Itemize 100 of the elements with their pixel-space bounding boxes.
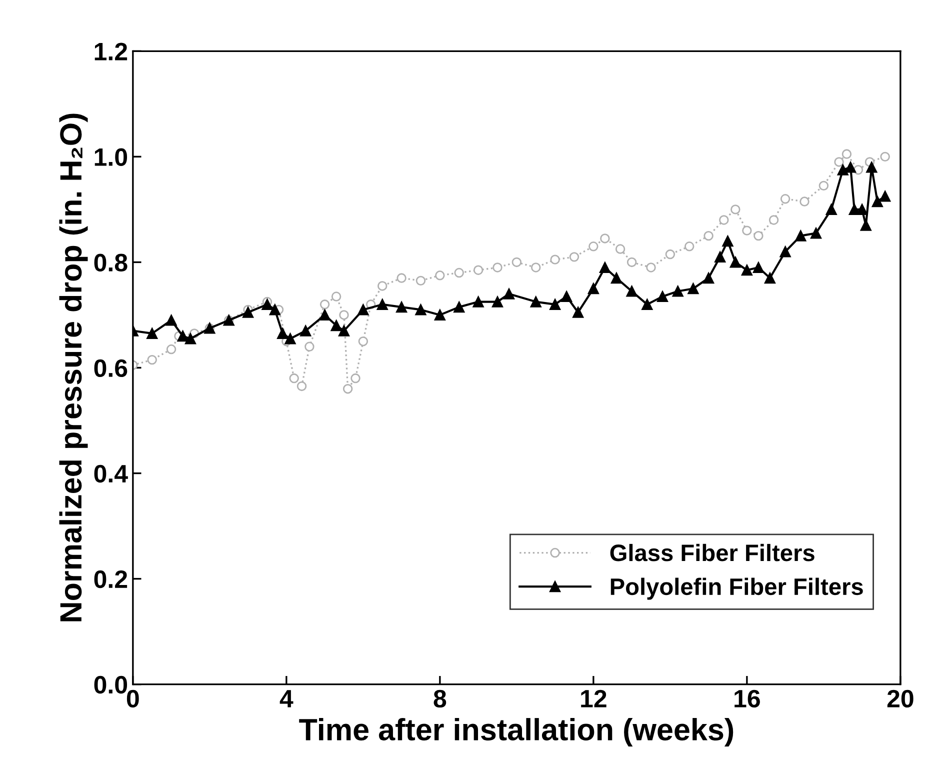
- point: [531, 262, 541, 272]
- point: [561, 290, 572, 302]
- point: [826, 204, 837, 215]
- point: [722, 236, 734, 247]
- point: [600, 234, 610, 244]
- point: [530, 296, 542, 308]
- point: [810, 228, 822, 239]
- point: [284, 333, 296, 344]
- point: [184, 333, 196, 344]
- point: [269, 304, 280, 316]
- point: [880, 190, 891, 202]
- point: [396, 273, 406, 283]
- point: [626, 286, 638, 297]
- point: [615, 244, 626, 254]
- point: [289, 373, 299, 384]
- point: [569, 252, 580, 262]
- point: [415, 304, 426, 316]
- point: [296, 381, 307, 392]
- point: [492, 262, 502, 272]
- point: [454, 302, 465, 313]
- point: [626, 257, 637, 268]
- point: [473, 265, 484, 275]
- point: [588, 283, 599, 294]
- point: [242, 306, 254, 318]
- point: [672, 286, 684, 297]
- point: [166, 314, 177, 326]
- point: [376, 298, 388, 310]
- x-tick-label: 16: [734, 690, 760, 708]
- x-tick-label: 8: [434, 690, 446, 708]
- point: [780, 246, 791, 258]
- point: [492, 296, 504, 308]
- point: [704, 230, 714, 241]
- legend-label: Polyolefin Fiber Filters: [610, 578, 863, 600]
- point: [764, 272, 776, 284]
- point: [642, 298, 653, 310]
- point: [880, 152, 890, 162]
- point: [472, 296, 484, 308]
- point: [177, 330, 188, 342]
- point: [338, 325, 350, 336]
- point: [416, 276, 426, 286]
- y-axis-title: Normalized pressure drop (in. H₂O): [59, 114, 88, 622]
- point: [872, 196, 883, 208]
- point: [646, 262, 656, 272]
- point: [842, 149, 852, 159]
- point: [665, 249, 676, 260]
- point: [320, 300, 330, 310]
- y-tick-label: 0.4: [94, 464, 128, 483]
- point: [377, 281, 388, 291]
- y-tick-label: 1.2: [94, 42, 128, 60]
- point: [166, 344, 176, 354]
- point: [358, 304, 369, 316]
- point: [684, 242, 694, 252]
- point: [656, 290, 668, 302]
- point: [572, 306, 584, 318]
- point: [434, 309, 446, 321]
- x-axis-title: Time after installation (weeks): [299, 718, 734, 747]
- point: [702, 272, 714, 284]
- y-tick-label: 0.6: [94, 359, 128, 378]
- point: [588, 242, 598, 252]
- point: [795, 230, 806, 242]
- point: [300, 325, 312, 336]
- point: [837, 164, 848, 176]
- point: [754, 230, 764, 241]
- point: [688, 283, 699, 294]
- x-tick-label: 12: [581, 690, 606, 708]
- point: [304, 342, 314, 352]
- point: [358, 336, 368, 346]
- legend-label: Glass Fiber Filters: [610, 544, 814, 562]
- point: [834, 157, 844, 167]
- point: [503, 288, 515, 300]
- point: [330, 320, 342, 332]
- point: [277, 328, 288, 339]
- y-tick-label: 0.0: [94, 676, 128, 694]
- point: [435, 270, 445, 280]
- point: [742, 226, 752, 236]
- point: [741, 264, 752, 276]
- y-tick-label: 1.0: [94, 148, 128, 166]
- point: [454, 268, 464, 278]
- point: [800, 196, 810, 206]
- point: [610, 272, 622, 284]
- point: [262, 298, 273, 310]
- point: [780, 194, 790, 204]
- x-tick-label: 4: [280, 690, 294, 708]
- point: [730, 256, 741, 268]
- point: [599, 262, 610, 274]
- point: [550, 254, 560, 264]
- point: [856, 204, 868, 215]
- point: [768, 215, 779, 225]
- point: [752, 262, 764, 274]
- point: [860, 220, 872, 231]
- point: [147, 354, 157, 365]
- point: [319, 309, 330, 321]
- point: [396, 302, 408, 313]
- x-tick-label: 0: [126, 690, 139, 708]
- x-tick-label: 20: [887, 690, 914, 708]
- point: [714, 251, 726, 262]
- point: [146, 328, 158, 339]
- y-tick-label: 0.2: [94, 570, 128, 588]
- point: [512, 257, 522, 268]
- point: [331, 292, 342, 302]
